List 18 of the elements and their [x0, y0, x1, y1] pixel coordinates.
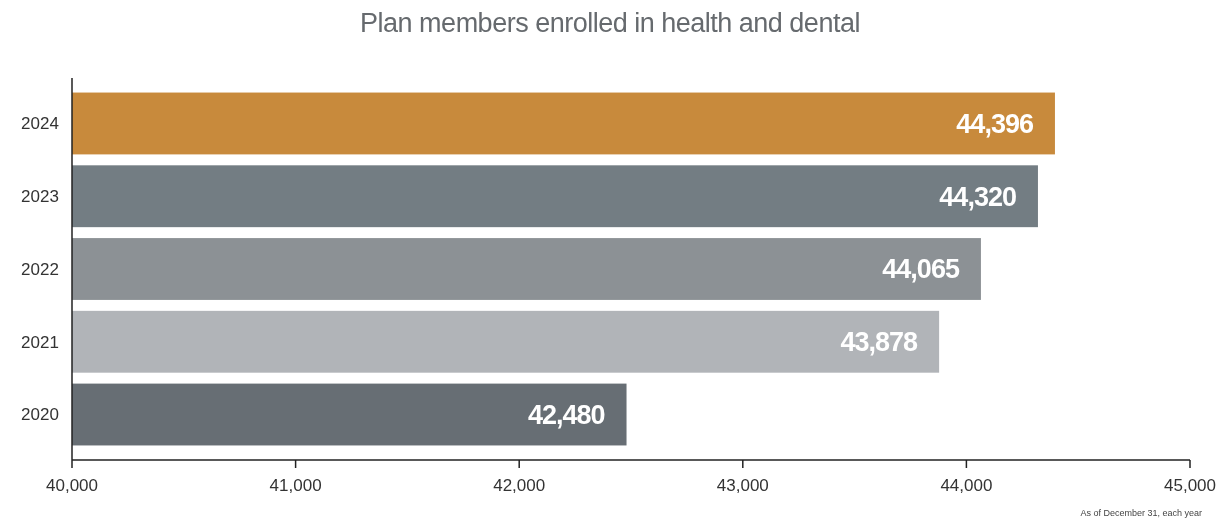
x-tick-label: 40,000	[46, 476, 98, 495]
x-tick-label: 45,000	[1164, 476, 1216, 495]
y-tick-label: 2023	[21, 187, 59, 207]
chart-title: Plan members enrolled in health and dental	[360, 8, 860, 38]
data-label: 44,396	[956, 108, 1034, 139]
data-label: 44,320	[939, 181, 1016, 212]
y-tick-label: 2021	[21, 332, 59, 352]
y-tick-label: 2022	[21, 259, 59, 279]
y-tick-label: 2020	[21, 405, 59, 425]
data-label: 43,878	[840, 327, 919, 358]
x-tick-label: 41,000	[269, 476, 322, 495]
text: As of December 31, each year	[1080, 508, 1202, 518]
x-tick-label: 42,000	[493, 476, 546, 495]
data-label: 44,065	[882, 254, 960, 285]
x-tick-label: 43,000	[716, 476, 769, 495]
data-label: 42,480	[527, 399, 605, 430]
y-tick-label: 2024	[21, 114, 59, 134]
x-tick-label: 44,000	[940, 476, 993, 495]
